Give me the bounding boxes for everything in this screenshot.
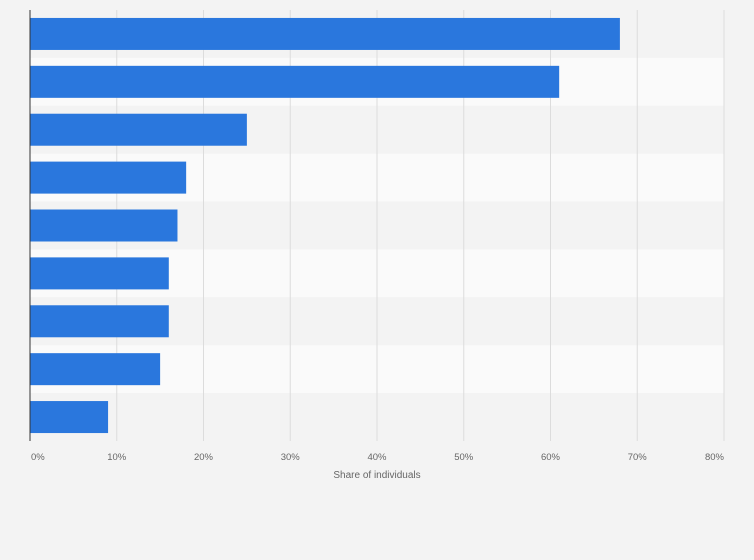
x-tick-label: 40% [367, 452, 387, 463]
x-tick-label: 80% [705, 452, 725, 463]
bar-9[interactable] [30, 401, 109, 434]
x-tick-label: 70% [628, 452, 648, 463]
bar-5[interactable] [30, 209, 178, 242]
x-tick-label: 10% [107, 452, 127, 463]
bars [30, 17, 620, 434]
x-tick-label: 50% [454, 452, 474, 463]
x-tick-label: 20% [194, 452, 214, 463]
x-tick-label: 30% [281, 452, 301, 463]
bar-1[interactable] [30, 17, 620, 50]
x-tick-label: 60% [541, 452, 561, 463]
bar-6[interactable] [30, 257, 169, 290]
bar-2[interactable] [30, 65, 560, 98]
bar-7[interactable] [30, 305, 169, 338]
x-tick-label: 0% [31, 452, 45, 463]
bar-8[interactable] [30, 353, 161, 386]
x-tick-labels: 0% 10% 20% 30% 40% 50% 60% 70% 80% [31, 452, 725, 463]
bar-4[interactable] [30, 161, 187, 194]
bar-3[interactable] [30, 113, 247, 146]
x-axis-title: Share of individuals [333, 470, 420, 481]
